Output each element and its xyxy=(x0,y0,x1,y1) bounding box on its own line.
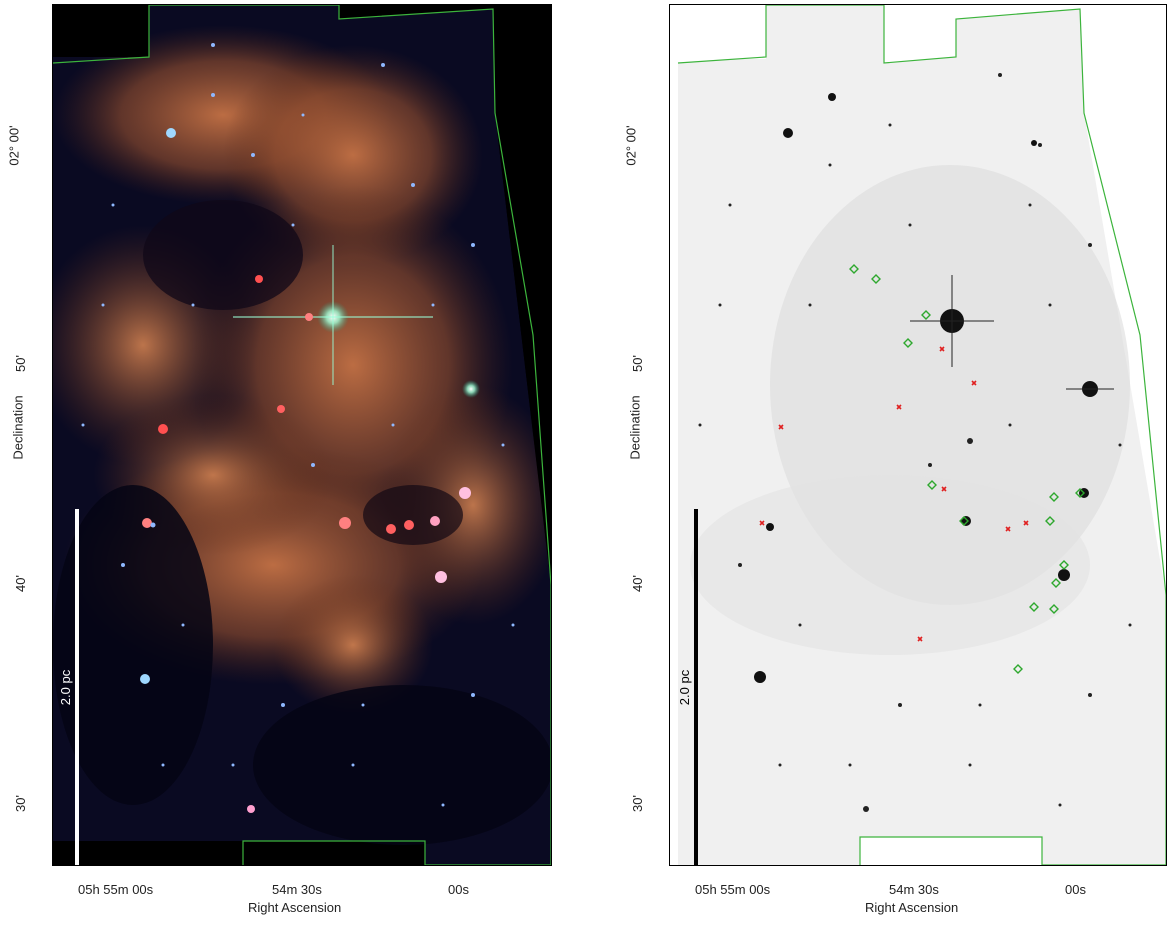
x-tick-label: 54m 30s xyxy=(889,882,939,897)
x-tick-label: 00s xyxy=(448,882,469,897)
x-tick-label: 05h 55m 00s xyxy=(695,882,771,897)
scale-bar-label: 2.0 pc xyxy=(58,669,74,706)
y-axis-label: Declination xyxy=(627,395,643,460)
y-tick-label: 40' xyxy=(629,575,645,592)
scale-bar xyxy=(75,509,79,865)
x-axis-label: Right Ascension xyxy=(248,900,342,915)
coverage-outline xyxy=(53,5,551,865)
x-tick-label: 54m 30s xyxy=(272,882,322,897)
y-tick-label: 50' xyxy=(12,355,28,372)
right-image-panel: 2.0 pc 02° 00' 50' 40' 30' Declination 0… xyxy=(617,0,1167,939)
infrared-composite-image xyxy=(53,5,551,865)
red-cross-markers xyxy=(759,346,1029,642)
x-tick-label: 05h 55m 00s xyxy=(78,882,154,897)
y-tick-label: 02° 00' xyxy=(623,125,639,166)
y-tick-label: 40' xyxy=(12,575,28,592)
scale-bar-label: 2.0 pc xyxy=(677,669,693,706)
left-image-panel: 2.0 pc 02° 00' 50' 40' 30' Declination 0… xyxy=(0,0,560,939)
y-tick-label: 02° 00' xyxy=(6,125,22,166)
scale-bar xyxy=(694,509,698,865)
x-tick-label: 00s xyxy=(1065,882,1086,897)
greyscale-image xyxy=(670,5,1166,865)
coverage-outline xyxy=(677,5,1166,865)
green-diamond-markers xyxy=(849,264,1085,674)
y-tick-label: 50' xyxy=(629,355,645,372)
x-axis-label: Right Ascension xyxy=(865,900,959,915)
y-axis-label: Declination xyxy=(10,395,26,460)
left-image-frame xyxy=(52,4,552,866)
y-tick-label: 30' xyxy=(629,795,645,812)
y-tick-label: 30' xyxy=(12,795,28,812)
right-image-frame xyxy=(669,4,1167,866)
